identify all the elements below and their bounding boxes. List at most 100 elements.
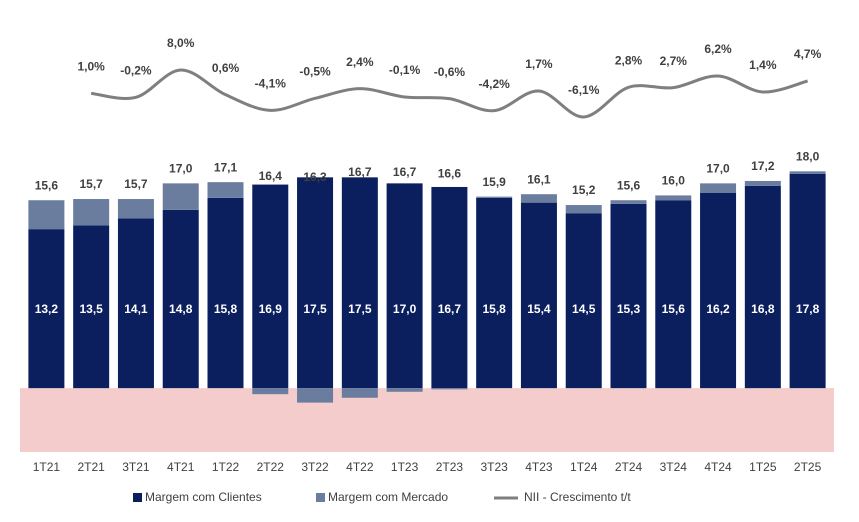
bar-segment bbox=[386, 388, 423, 392]
x-tick-label: 1T23 bbox=[391, 460, 419, 474]
total-label: 16,3 bbox=[303, 170, 327, 184]
total-label: 17,0 bbox=[706, 162, 730, 176]
line-value-label: 2,7% bbox=[660, 54, 688, 68]
bar-segment bbox=[565, 213, 602, 389]
x-tick-label: 1T22 bbox=[212, 460, 240, 474]
bar-value-label: 16,8 bbox=[751, 302, 775, 316]
bar-segment bbox=[520, 202, 557, 389]
total-label: 15,9 bbox=[482, 175, 506, 189]
total-label: 16,6 bbox=[438, 166, 462, 180]
bar-value-label: 13,5 bbox=[79, 302, 103, 316]
bar-segment bbox=[252, 388, 289, 395]
bar-segment bbox=[610, 200, 647, 204]
bar-segment bbox=[73, 225, 110, 389]
x-tick-label: 3T22 bbox=[301, 460, 329, 474]
bar-segment bbox=[28, 229, 65, 389]
bar-segment bbox=[700, 193, 737, 389]
line-value-label: 1,0% bbox=[77, 60, 105, 74]
bar-value-label: 14,5 bbox=[572, 302, 596, 316]
line-value-label: -4,2% bbox=[478, 77, 510, 91]
line-value-label: 6,2% bbox=[704, 42, 732, 56]
line-value-label: 2,8% bbox=[615, 54, 643, 68]
bar-segment bbox=[73, 199, 110, 226]
bar-segment bbox=[117, 218, 154, 389]
total-label: 16,1 bbox=[527, 172, 551, 186]
bar-segment bbox=[476, 196, 513, 198]
total-label: 17,2 bbox=[751, 159, 775, 173]
negative-zone bbox=[20, 388, 834, 452]
bar-segment bbox=[297, 388, 334, 403]
x-tick-label: 4T21 bbox=[167, 460, 195, 474]
bar-value-label: 16,9 bbox=[259, 302, 283, 316]
bar-segment bbox=[341, 388, 378, 398]
total-label: 15,6 bbox=[35, 178, 59, 192]
line-value-label: 8,0% bbox=[167, 36, 195, 50]
x-tick-label: 2T24 bbox=[615, 460, 643, 474]
bar-segment bbox=[655, 195, 692, 201]
bar-segment bbox=[520, 194, 557, 203]
bar-segment bbox=[386, 183, 423, 389]
bar-segment bbox=[117, 199, 154, 219]
line-value-label: -0,6% bbox=[434, 65, 466, 79]
line-value-label: -4,1% bbox=[255, 77, 287, 91]
x-tick-label: 1T21 bbox=[33, 460, 61, 474]
bar-value-label: 17,8 bbox=[796, 302, 820, 316]
x-tick-label: 2T23 bbox=[436, 460, 464, 474]
x-tick-label: 3T21 bbox=[122, 460, 150, 474]
bar-segment bbox=[744, 180, 781, 186]
bar-segment bbox=[207, 182, 244, 198]
bar-segment bbox=[476, 197, 513, 389]
line-value-label: -0,5% bbox=[299, 65, 331, 79]
bar-value-label: 17,0 bbox=[393, 302, 417, 316]
bar-segment bbox=[431, 186, 468, 389]
bar-segment bbox=[431, 388, 468, 390]
line-value-label: -0,2% bbox=[120, 64, 152, 78]
bar-value-label: 15,3 bbox=[617, 302, 641, 316]
total-label: 16,0 bbox=[662, 174, 686, 188]
bar-value-label: 15,8 bbox=[214, 302, 238, 316]
line-value-label: -0,1% bbox=[389, 63, 421, 77]
legend-swatch bbox=[316, 493, 325, 502]
bar-segment bbox=[565, 205, 602, 214]
legend-swatch bbox=[133, 493, 142, 502]
line-value-label: 1,4% bbox=[749, 58, 777, 72]
bar-segment bbox=[162, 209, 199, 389]
bar-value-label: 17,5 bbox=[348, 302, 372, 316]
bar-segment bbox=[207, 197, 244, 389]
bar-value-label: 13,2 bbox=[35, 302, 59, 316]
line-value-label: -6,1% bbox=[568, 83, 600, 97]
x-tick-label: 4T22 bbox=[346, 460, 374, 474]
legend-label: Margem com Mercado bbox=[328, 490, 448, 504]
bar-segment bbox=[744, 185, 781, 389]
bar-segment bbox=[700, 183, 737, 194]
total-label: 15,2 bbox=[572, 183, 596, 197]
bar-value-label: 15,4 bbox=[527, 302, 551, 316]
bar-segment bbox=[162, 183, 199, 210]
x-tick-label: 2T21 bbox=[77, 460, 105, 474]
x-tick-label: 1T24 bbox=[570, 460, 598, 474]
total-label: 17,1 bbox=[214, 160, 238, 174]
bar-value-label: 15,8 bbox=[482, 302, 506, 316]
line-value-label: 2,4% bbox=[346, 55, 374, 69]
x-tick-label: 4T23 bbox=[525, 460, 553, 474]
bar-value-label: 16,7 bbox=[438, 302, 462, 316]
x-tick-label: 1T25 bbox=[749, 460, 777, 474]
total-label: 17,0 bbox=[169, 162, 193, 176]
growth-line bbox=[90, 68, 809, 119]
total-label: 15,6 bbox=[617, 178, 641, 192]
bar-value-label: 17,5 bbox=[303, 302, 327, 316]
legend-label: NII - Crescimento t/t bbox=[524, 490, 631, 504]
total-label: 15,7 bbox=[124, 177, 148, 191]
total-label: 16,7 bbox=[393, 165, 417, 179]
x-tick-label: 2T22 bbox=[257, 460, 285, 474]
bar-segment bbox=[341, 177, 378, 389]
legend-label: Margem com Clientes bbox=[145, 490, 262, 504]
bar-segment bbox=[789, 173, 826, 389]
x-tick-label: 3T24 bbox=[660, 460, 688, 474]
bar-value-label: 14,1 bbox=[124, 302, 148, 316]
total-label: 16,4 bbox=[259, 169, 283, 183]
x-tick-label: 4T24 bbox=[704, 460, 732, 474]
bar-segment bbox=[252, 184, 289, 389]
bar-value-label: 15,6 bbox=[662, 302, 686, 316]
bar-value-label: 14,8 bbox=[169, 302, 193, 316]
